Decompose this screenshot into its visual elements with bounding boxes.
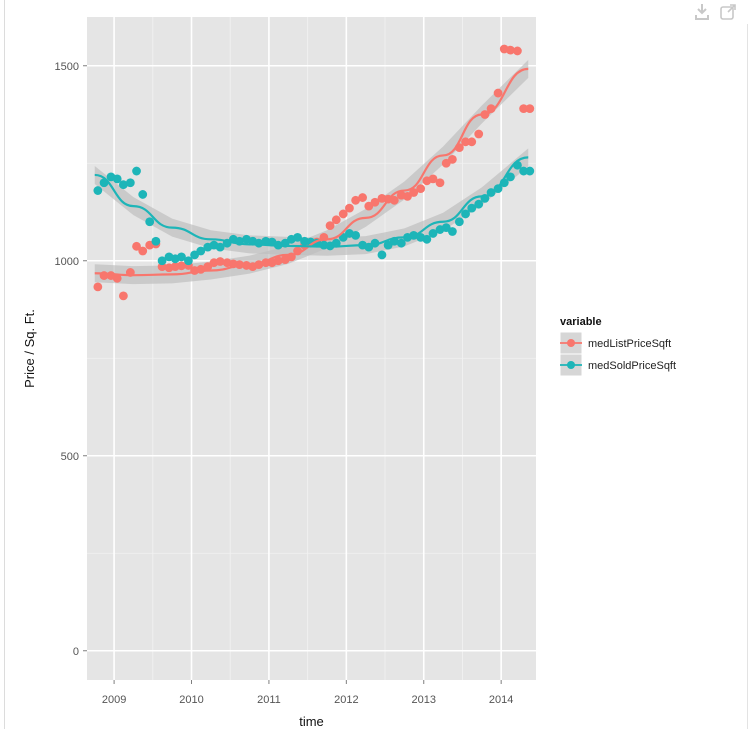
axes: 2009 2010 2011 2012 2013 2014 0 500 1000 1500 — [55, 61, 514, 706]
point-medSoldPriceSqft — [118, 180, 128, 190]
x-tick-label: 2014 — [489, 694, 513, 706]
point-medListPriceSqft — [461, 137, 470, 147]
legend: variable medListPriceSqft medSoldPriceSqf… — [559, 316, 676, 377]
y-axis-title: Price / Sq. Ft. — [22, 309, 37, 388]
point-medSoldPriceSqft — [422, 234, 432, 244]
download-glyph — [695, 4, 709, 20]
point-medSoldPriceSqft — [428, 229, 438, 238]
smooth-lines — [94, 67, 529, 277]
point-medSoldPriceSqft — [519, 166, 529, 176]
point-medSoldPriceSqft — [132, 166, 141, 176]
x-tick-label: 2009 — [102, 694, 126, 706]
point-medListPriceSqft — [467, 137, 477, 147]
point-medSoldPriceSqft — [177, 252, 186, 262]
point-medSoldPriceSqft — [293, 232, 302, 242]
frame-left-border — [4, 0, 5, 729]
point-medListPriceSqft — [435, 178, 445, 188]
point-medSoldPriceSqft — [454, 217, 464, 227]
smooth-line-medSoldPriceSqft — [94, 156, 529, 248]
x-tick-label: 2013 — [412, 694, 436, 706]
point-medSoldPriceSqft — [467, 203, 477, 213]
point-medListPriceSqft — [519, 104, 529, 114]
point-medSoldPriceSqft — [525, 166, 535, 176]
point-medListPriceSqft — [331, 215, 341, 225]
y-tick-label: 1000 — [55, 256, 79, 268]
point-medListPriceSqft — [409, 188, 419, 197]
point-medSoldPriceSqft — [461, 209, 470, 219]
point-medListPriceSqft — [93, 282, 103, 292]
point-medSoldPriceSqft — [184, 256, 193, 266]
point-medSoldPriceSqft — [447, 227, 457, 236]
legend-key-point — [567, 361, 575, 369]
point-medListPriceSqft — [177, 261, 186, 271]
point-medListPriceSqft — [118, 291, 128, 301]
point-medSoldPriceSqft — [151, 236, 161, 246]
point-medListPriceSqft — [474, 129, 484, 139]
x-tick-label: 2010 — [179, 694, 203, 706]
point-medListPriceSqft — [525, 104, 535, 114]
point-medListPriceSqft — [325, 221, 335, 231]
point-medListPriceSqft — [273, 256, 283, 266]
point-medSoldPriceSqft — [506, 172, 515, 182]
data-points — [93, 44, 535, 301]
point-medListPriceSqft — [428, 174, 438, 184]
point-medSoldPriceSqft — [215, 242, 225, 252]
point-medSoldPriceSqft — [377, 250, 387, 260]
x-axis-title: time — [299, 714, 324, 729]
point-medListPriceSqft — [370, 197, 380, 207]
point-medListPriceSqft — [416, 184, 426, 194]
point-medSoldPriceSqft — [474, 199, 484, 209]
smooth-line-medListPriceSqft — [94, 67, 529, 277]
x-tick-label: 2011 — [257, 694, 281, 706]
frame-right-border — [747, 24, 748, 729]
point-medSoldPriceSqft — [157, 256, 167, 266]
point-medListPriceSqft — [351, 195, 361, 205]
point-medSoldPriceSqft — [196, 246, 206, 256]
point-medListPriceSqft — [493, 88, 503, 98]
point-medListPriceSqft — [506, 45, 515, 55]
legend-label: medListPriceSqft — [588, 338, 671, 350]
point-medListPriceSqft — [447, 154, 457, 164]
legend-keys: medListPriceSqft medSoldPriceSqft — [559, 331, 676, 377]
point-medSoldPriceSqft — [138, 190, 148, 199]
smooth-band-1 — [94, 148, 529, 256]
popout-icon[interactable] — [717, 0, 739, 24]
plot-panel — [87, 17, 536, 680]
point-medListPriceSqft — [215, 257, 225, 266]
point-medListPriceSqft — [138, 246, 148, 256]
point-medSoldPriceSqft — [145, 217, 155, 227]
y-tick-label: 0 — [73, 646, 79, 658]
legend-title: variable — [560, 316, 602, 328]
point-medListPriceSqft — [345, 203, 354, 213]
x-tick-label: 2012 — [334, 694, 358, 706]
popout-glyph — [720, 4, 736, 20]
point-medSoldPriceSqft — [125, 178, 135, 188]
point-medSoldPriceSqft — [93, 186, 103, 195]
point-medSoldPriceSqft — [112, 174, 122, 184]
point-medListPriceSqft — [112, 273, 122, 283]
y-tick-label: 500 — [61, 451, 79, 463]
point-medSoldPriceSqft — [351, 231, 361, 240]
point-medListPriceSqft — [358, 193, 367, 202]
point-medListPriceSqft — [338, 209, 348, 219]
point-medSoldPriceSqft — [396, 238, 406, 248]
point-medListPriceSqft — [513, 46, 522, 56]
download-icon[interactable] — [691, 0, 713, 24]
legend-label: medSoldPriceSqft — [588, 360, 676, 372]
legend-key-point — [567, 339, 575, 347]
y-tick-label: 1500 — [55, 61, 79, 73]
point-medListPriceSqft — [389, 195, 399, 205]
point-medListPriceSqft — [132, 241, 141, 251]
